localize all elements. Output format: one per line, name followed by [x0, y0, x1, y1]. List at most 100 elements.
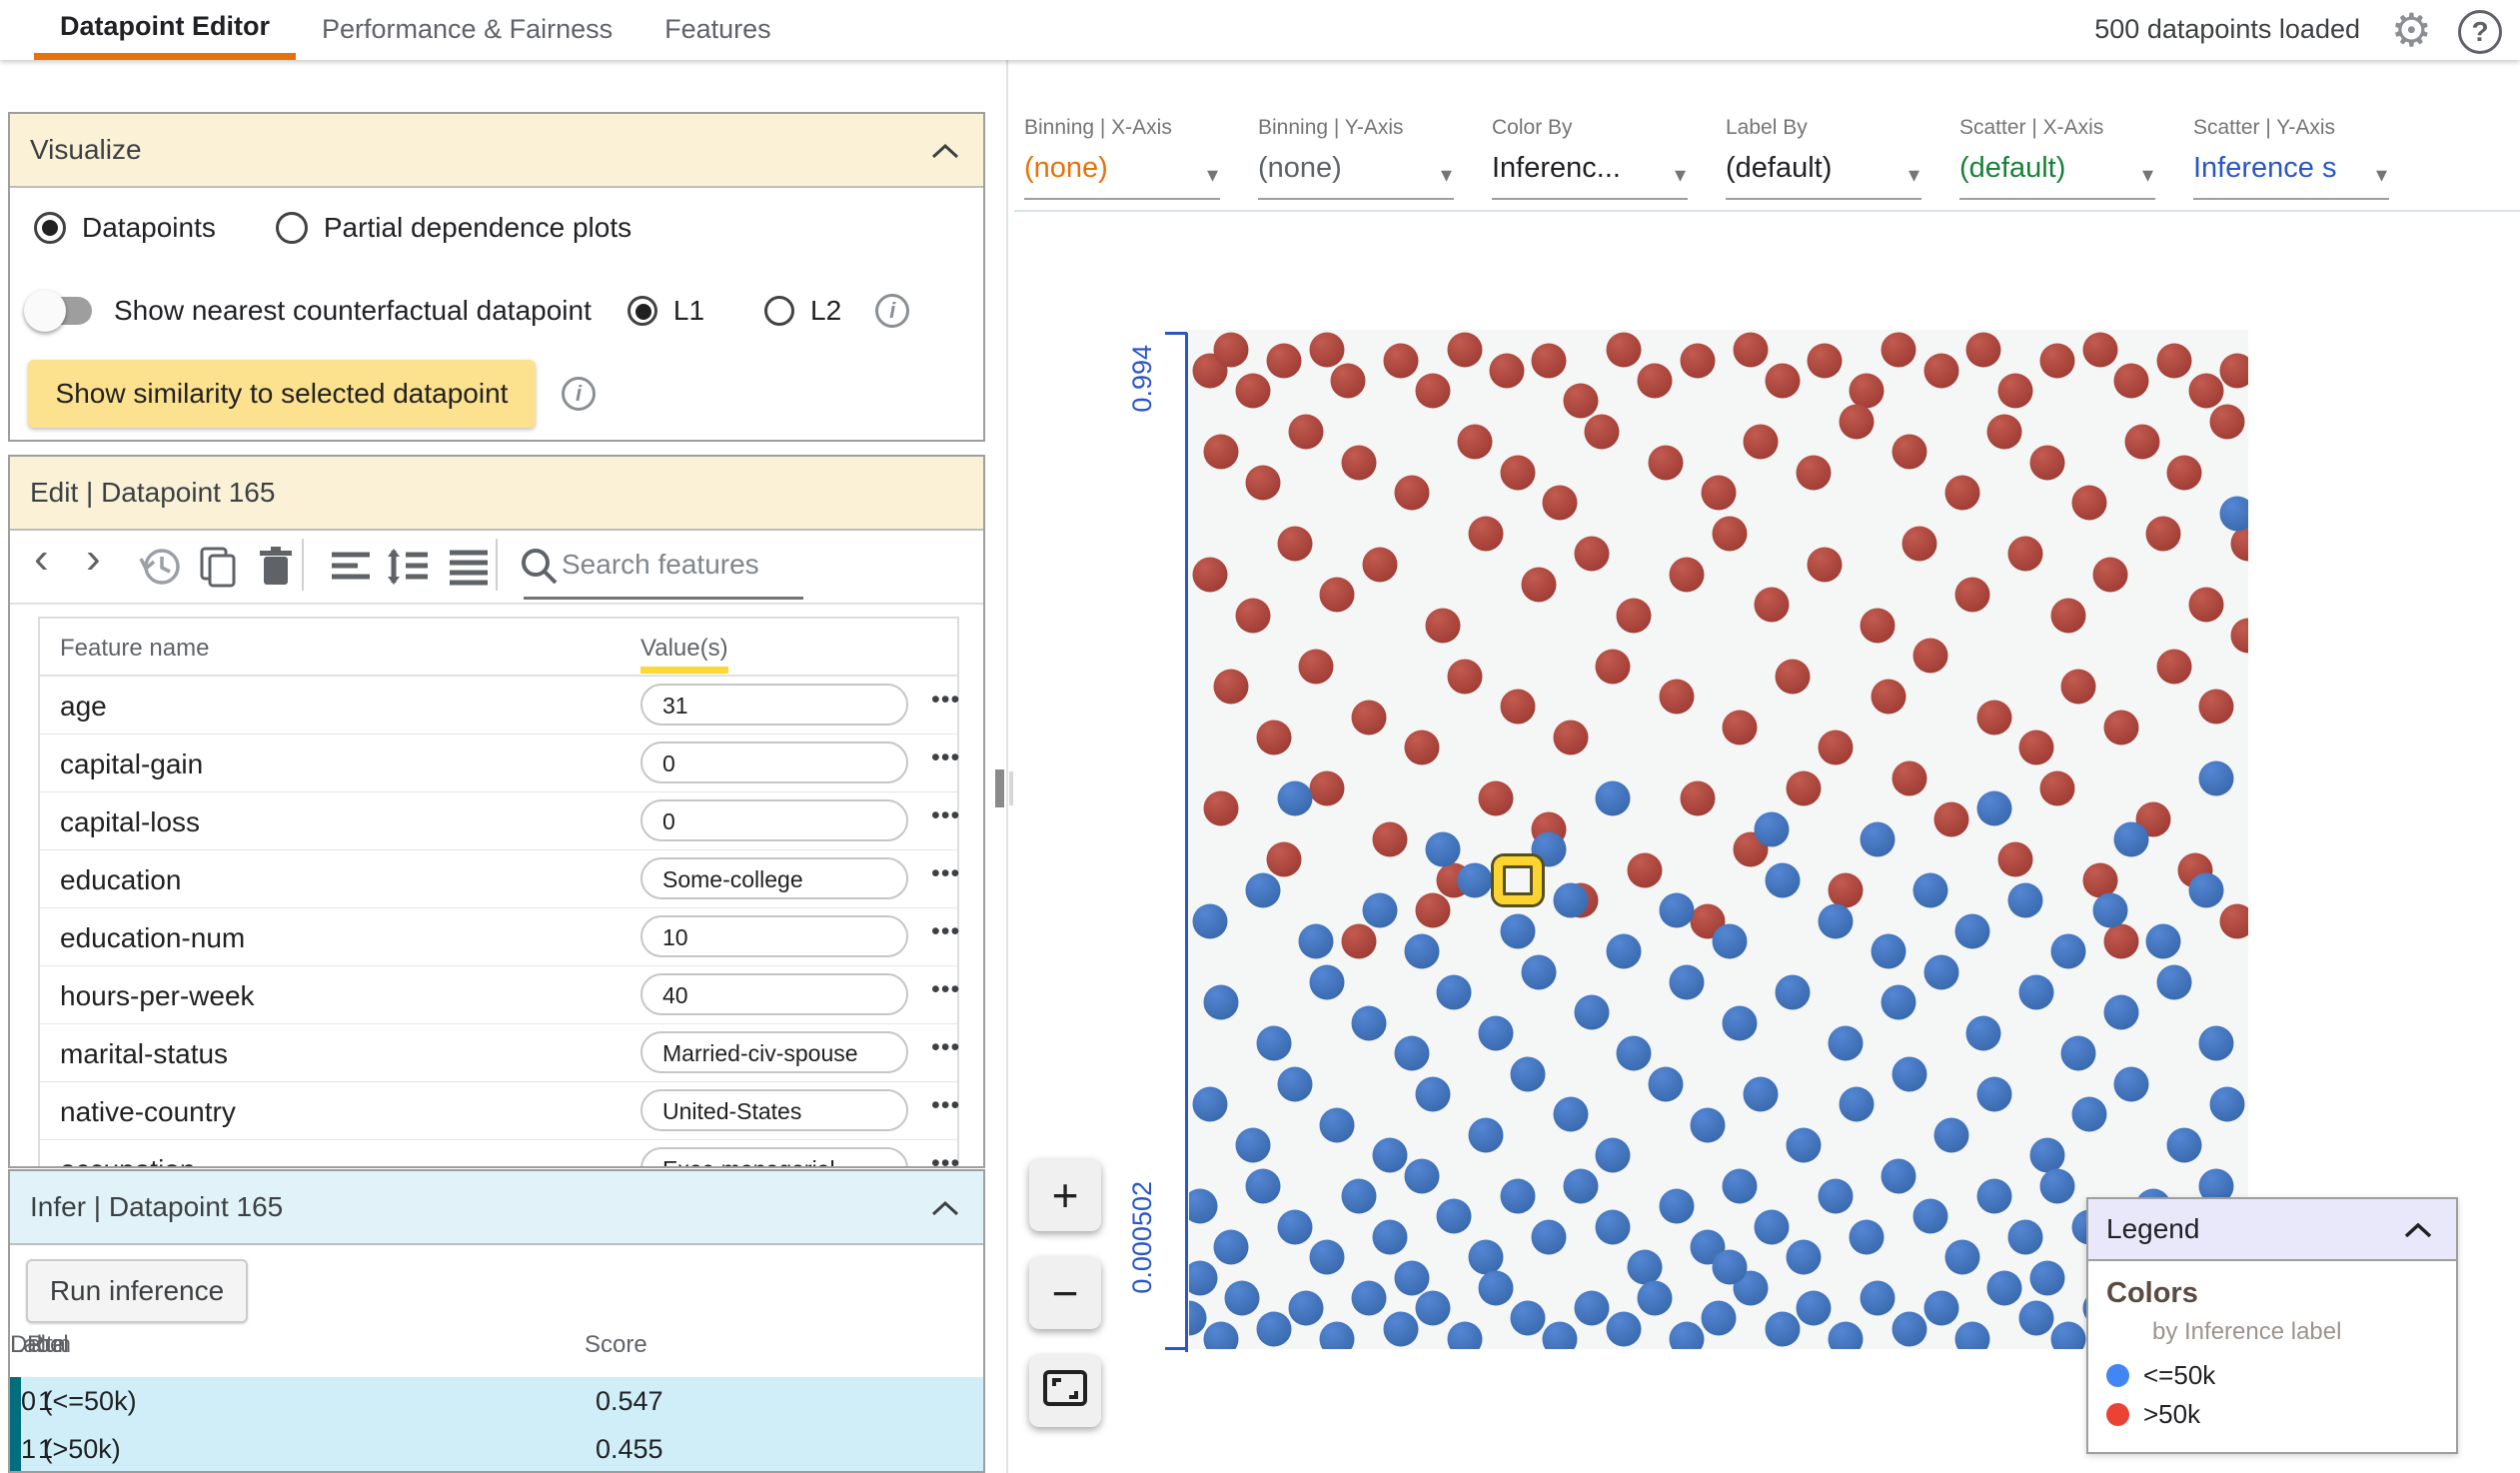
collapse-chevron-icon[interactable]	[931, 1199, 959, 1217]
datapoint-50k[interactable]	[2050, 933, 2086, 969]
datapoint-50k[interactable]	[1616, 598, 1652, 634]
datapoint-50k[interactable]	[1542, 1321, 1578, 1349]
datapoint-50k[interactable]	[1372, 1219, 1408, 1255]
datapoint-50k[interactable]	[2082, 862, 2118, 898]
datapoint-50k[interactable]	[1256, 1025, 1292, 1061]
datapoint-50k[interactable]	[1213, 669, 1249, 705]
datapoint-50k[interactable]	[1425, 831, 1461, 867]
delete-datapoint-icon[interactable]	[254, 545, 298, 594]
datapoint-50k[interactable]	[1436, 974, 1472, 1010]
datapoint-50k[interactable]	[1976, 700, 2012, 736]
collapse-chevron-icon[interactable]	[931, 142, 959, 160]
datapoint-50k[interactable]	[1447, 659, 1483, 695]
datapoint-50k[interactable]	[1871, 933, 1906, 969]
datapoint-50k[interactable]	[2230, 526, 2248, 562]
datapoint-50k[interactable]	[1891, 434, 1927, 470]
datapoint-50k[interactable]	[1394, 1035, 1430, 1071]
datapoint-50k[interactable]	[1849, 373, 1885, 409]
dropdown-binning-x-axis[interactable]: Binning | X-Axis (none) ▾	[1024, 116, 1220, 200]
datapoint-50k[interactable]	[2209, 404, 2245, 440]
datapoint-50k[interactable]	[1266, 343, 1302, 379]
datapoint-50k[interactable]	[1309, 332, 1345, 368]
datapoint-50k[interactable]	[1341, 923, 1377, 959]
dropdown-scatter-y-axis[interactable]: Scatter | Y-Axis Inference s ▾	[2193, 116, 2389, 200]
datapoint-50k[interactable]	[1828, 1321, 1864, 1349]
feature-more-icon[interactable]: •••	[931, 801, 961, 829]
feature-value-input[interactable]: United-States	[640, 1089, 908, 1131]
datapoint-50k[interactable]	[1245, 1168, 1281, 1204]
datapoint-50k[interactable]	[1277, 1066, 1313, 1102]
datapoint-50k[interactable]	[2219, 496, 2248, 532]
datapoint-50k[interactable]	[1288, 1290, 1324, 1326]
scatter-plot[interactable]	[1189, 330, 2248, 1349]
feature-more-icon[interactable]: •••	[931, 686, 961, 714]
datapoint-50k[interactable]	[1192, 903, 1228, 939]
datapoint-50k[interactable]	[1786, 1239, 1822, 1275]
datapoint-50k[interactable]	[1965, 332, 2001, 368]
datapoint-50k[interactable]	[1277, 780, 1313, 816]
datapoint-50k[interactable]	[2007, 536, 2043, 572]
datapoint-50k[interactable]	[1828, 872, 1864, 908]
datapoint-50k[interactable]	[1189, 1260, 1218, 1296]
datapoint-50k[interactable]	[1680, 780, 1716, 816]
datapoint-50k[interactable]	[1891, 760, 1927, 796]
datapoint-50k[interactable]	[1606, 933, 1642, 969]
datapoint-50k[interactable]	[1881, 984, 1916, 1020]
datapoint-50k[interactable]	[1245, 872, 1281, 908]
datapoint-50k[interactable]	[1595, 1137, 1631, 1173]
datapoint-50k[interactable]	[1478, 1015, 1514, 1051]
datapoint-50k[interactable]	[1923, 954, 1959, 990]
datapoint-50k[interactable]	[1659, 679, 1695, 715]
datapoint-50k[interactable]	[1933, 1117, 1969, 1153]
datapoint-50k[interactable]	[1478, 780, 1514, 816]
feature-more-icon[interactable]: •••	[931, 743, 961, 771]
datapoint-50k[interactable]	[1606, 332, 1642, 368]
datapoint-50k[interactable]	[2050, 598, 2086, 634]
datapoint-50k[interactable]	[1415, 1076, 1451, 1112]
feature-more-icon[interactable]: •••	[931, 1091, 961, 1119]
datapoint-50k[interactable]	[1192, 1086, 1228, 1122]
datapoint-50k[interactable]	[1563, 383, 1599, 419]
feature-more-icon[interactable]: •••	[931, 859, 961, 887]
datapoint-50k[interactable]	[2039, 1168, 2075, 1204]
datapoint-50k[interactable]	[1457, 424, 1493, 460]
datapoint-50k[interactable]	[1722, 1168, 1758, 1204]
datapoint-50k[interactable]	[1818, 903, 1854, 939]
dropdown-color-by[interactable]: Color By Inferenc... ▾	[1492, 116, 1688, 200]
datapoint-50k[interactable]	[1256, 1311, 1292, 1347]
feature-more-icon[interactable]: •••	[931, 917, 961, 945]
datapoint-50k[interactable]	[1839, 1086, 1875, 1122]
datapoint-50k[interactable]	[1584, 414, 1620, 450]
datapoint-50k[interactable]	[2103, 994, 2139, 1030]
datapoint-50k[interactable]	[1933, 801, 1969, 837]
datapoint-50k[interactable]	[2018, 974, 2054, 1010]
datapoint-50k[interactable]	[1765, 862, 1801, 898]
datapoint-50k[interactable]	[1669, 1321, 1705, 1349]
datapoint-50k[interactable]	[2018, 730, 2054, 765]
datapoint-50k[interactable]	[1954, 577, 1990, 613]
similarity-info-icon[interactable]: i	[562, 377, 596, 411]
datapoint-50k[interactable]	[1701, 1300, 1737, 1336]
datapoints-radio[interactable]	[34, 212, 66, 244]
datapoint-50k[interactable]	[1277, 526, 1313, 562]
datapoint-50k[interactable]	[1394, 475, 1430, 511]
help-icon[interactable]: ?	[2458, 10, 2502, 54]
datapoint-50k[interactable]	[2071, 1096, 2107, 1132]
datapoint-50k[interactable]	[1574, 536, 1610, 572]
view-dense-list-icon[interactable]	[446, 545, 492, 594]
datapoint-50k[interactable]	[1383, 1311, 1419, 1347]
datapoint-50k[interactable]	[1701, 475, 1737, 511]
datapoint-50k[interactable]	[2166, 1127, 2202, 1163]
zoom-in-button[interactable]: +	[1029, 1159, 1101, 1231]
datapoint-50k[interactable]	[1616, 1035, 1652, 1071]
datapoint-50k[interactable]	[2156, 964, 2192, 1000]
datapoint-50k[interactable]	[1574, 994, 1610, 1030]
datapoint-50k[interactable]	[1404, 1158, 1440, 1194]
dropdown-binning-y-axis[interactable]: Binning | Y-Axis (none) ▾	[1258, 116, 1454, 200]
datapoint-50k[interactable]	[1912, 1198, 1948, 1234]
datapoint-50k[interactable]	[1235, 373, 1271, 409]
datapoint-50k[interactable]	[1372, 821, 1408, 857]
datapoint-50k[interactable]	[1203, 1321, 1239, 1349]
datapoint-50k[interactable]	[1542, 485, 1578, 521]
